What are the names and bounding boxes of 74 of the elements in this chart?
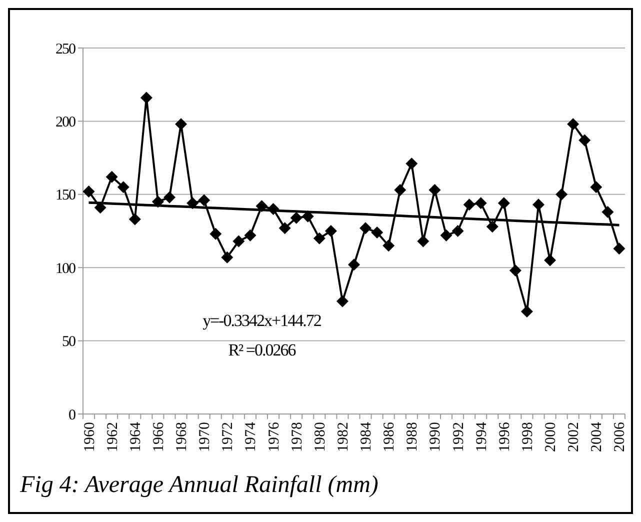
point [578, 134, 591, 146]
x-tick-label: 1998 [520, 422, 536, 452]
point [382, 240, 395, 252]
x-tick-label: 1968 [174, 422, 190, 452]
y-tick-label: 150 [56, 188, 76, 204]
x-tick-label: 1996 [496, 422, 513, 452]
x-tick-label: 1972 [220, 422, 236, 452]
x-tick-label: 1964 [128, 422, 144, 452]
x-tick-label: 1974 [243, 422, 260, 452]
y-tick-label: 200 [56, 114, 76, 130]
x-tick-label: 1994 [474, 422, 490, 452]
x-tick-label: 1960 [82, 422, 98, 452]
y-tick-label: 250 [56, 41, 76, 58]
x-tick-label: 1976 [266, 422, 282, 452]
point [590, 181, 602, 194]
point [486, 220, 498, 233]
point [221, 251, 234, 264]
point [175, 118, 188, 130]
point [520, 306, 533, 318]
point [336, 295, 348, 308]
annotation: R² =0.0266 [228, 340, 296, 360]
x-tick-label: 2000 [543, 422, 560, 452]
point [360, 222, 372, 234]
point [406, 158, 418, 170]
y-tick-label: 100 [56, 260, 76, 277]
x-tick-label: 1992 [450, 422, 467, 452]
point [198, 194, 210, 206]
point [117, 181, 130, 194]
point [278, 222, 291, 234]
point [602, 206, 614, 218]
point [394, 184, 406, 196]
point [106, 170, 118, 183]
point [348, 258, 360, 271]
point [232, 235, 245, 248]
x-tick-label: 1962 [104, 422, 121, 452]
x-tick-label: 1966 [150, 422, 167, 452]
x-tick-label: 1986 [382, 422, 398, 452]
point [452, 225, 464, 237]
point [556, 188, 568, 200]
y-tick-label: 50 [62, 334, 76, 350]
point [128, 213, 141, 226]
x-tick-label: 2006 [612, 422, 628, 452]
x-tick-label: 2004 [589, 422, 606, 452]
point [440, 229, 452, 242]
point [290, 212, 302, 224]
x-tick-label: 1988 [404, 422, 421, 452]
point [567, 118, 580, 130]
point [163, 191, 176, 204]
point [140, 92, 152, 104]
x-tick-label: 1980 [312, 422, 328, 452]
text: Fig 4: Average Annual Rainfall (mm) [19, 472, 378, 498]
point [417, 235, 430, 248]
point [544, 254, 556, 266]
point [371, 226, 384, 238]
point [210, 228, 222, 240]
point [428, 184, 441, 196]
point [532, 198, 545, 211]
y-tick-label: 0 [68, 407, 76, 424]
point [82, 185, 95, 198]
x-tick-label: 2002 [566, 422, 582, 452]
point [498, 197, 510, 210]
point [313, 232, 326, 244]
annotation: y=-0.3342x+144.72 [202, 311, 322, 330]
point [474, 197, 487, 210]
x-tick-label: 1970 [197, 422, 214, 452]
x-tick-label: 1978 [289, 422, 306, 452]
point [463, 198, 476, 211]
point [509, 264, 522, 277]
x-tick-label: 1982 [335, 422, 352, 452]
x-tick-label: 1984 [358, 422, 375, 452]
point [244, 229, 256, 242]
x-tick-label: 1990 [428, 422, 444, 452]
point [324, 225, 337, 237]
point [613, 242, 626, 255]
